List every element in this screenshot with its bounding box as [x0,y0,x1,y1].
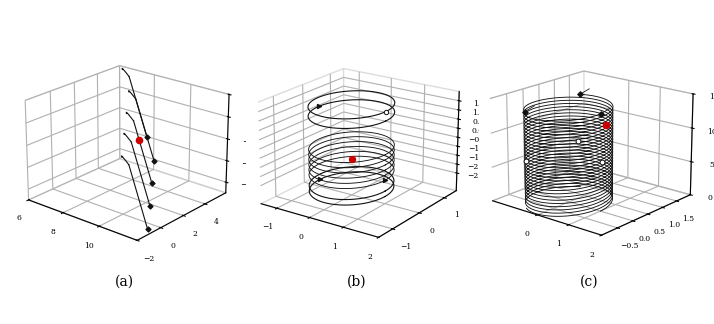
Text: (a): (a) [115,274,134,288]
Text: (b): (b) [347,274,367,288]
Text: (c): (c) [580,274,598,288]
